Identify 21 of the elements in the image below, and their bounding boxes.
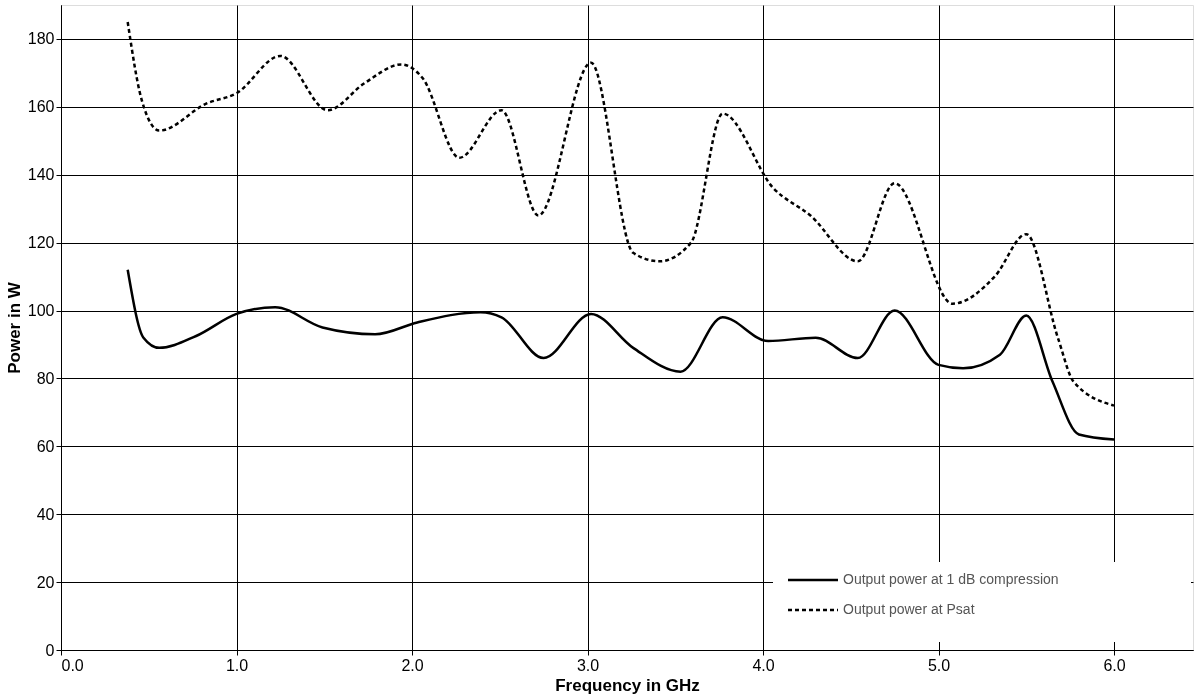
x-axis-title: Frequency in GHz <box>555 675 700 695</box>
x-tick-label: 6.0 <box>1103 656 1126 674</box>
legend-label: Output power at Psat <box>843 601 975 617</box>
y-axis-title: Power in W <box>4 281 24 374</box>
y-tick-label: 180 <box>27 30 55 48</box>
y-tick-label: 160 <box>27 98 55 116</box>
x-tick-label: 4.0 <box>752 656 775 674</box>
y-tick-label: 60 <box>36 437 55 455</box>
x-tick-label: 0.0 <box>61 656 84 674</box>
x-tick-label: 2.0 <box>401 656 424 674</box>
x-tick-label: 3.0 <box>576 656 600 674</box>
y-tick-label: 120 <box>27 234 55 252</box>
y-tick-label: 80 <box>36 369 55 387</box>
x-tick-label: 5.0 <box>927 656 951 674</box>
y-tick-label: 140 <box>27 166 55 184</box>
y-tick-label: 40 <box>36 505 55 523</box>
x-tick-label: 1.0 <box>225 656 249 674</box>
y-tick-label: 20 <box>36 573 55 591</box>
legend-label: Output power at 1 dB compression <box>843 571 1059 587</box>
y-tick-label: 100 <box>27 302 55 320</box>
y-tick-label: 0 <box>45 641 55 659</box>
